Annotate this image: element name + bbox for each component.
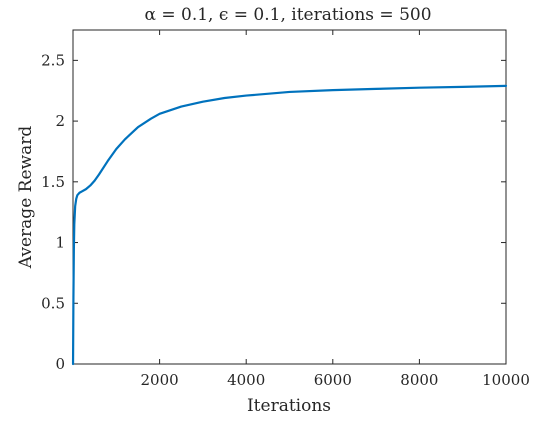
x-tick-label: 4000: [227, 371, 265, 389]
y-axis-title: Average Reward: [16, 126, 36, 270]
y-tick-label: 1.5: [41, 173, 65, 191]
y-tick-label: 2.5: [41, 51, 65, 69]
y-tick-label: 1: [55, 234, 65, 252]
chart-title: α = 0.1, ϵ = 0.1, iterations = 500: [144, 5, 431, 25]
series-line: [71, 84, 508, 366]
x-tick-label: 8000: [400, 371, 438, 389]
x-tick-label: 2000: [141, 371, 179, 389]
x-axis-title: Iterations: [247, 396, 331, 416]
x-tick-label: 6000: [314, 371, 352, 389]
y-tick-label: 2: [55, 112, 65, 130]
x-tick-label: 10000: [482, 371, 530, 389]
y-tick-label: 0: [55, 355, 65, 373]
plot-area-frame: [72, 29, 507, 365]
y-tick-label: 0.5: [41, 294, 65, 312]
